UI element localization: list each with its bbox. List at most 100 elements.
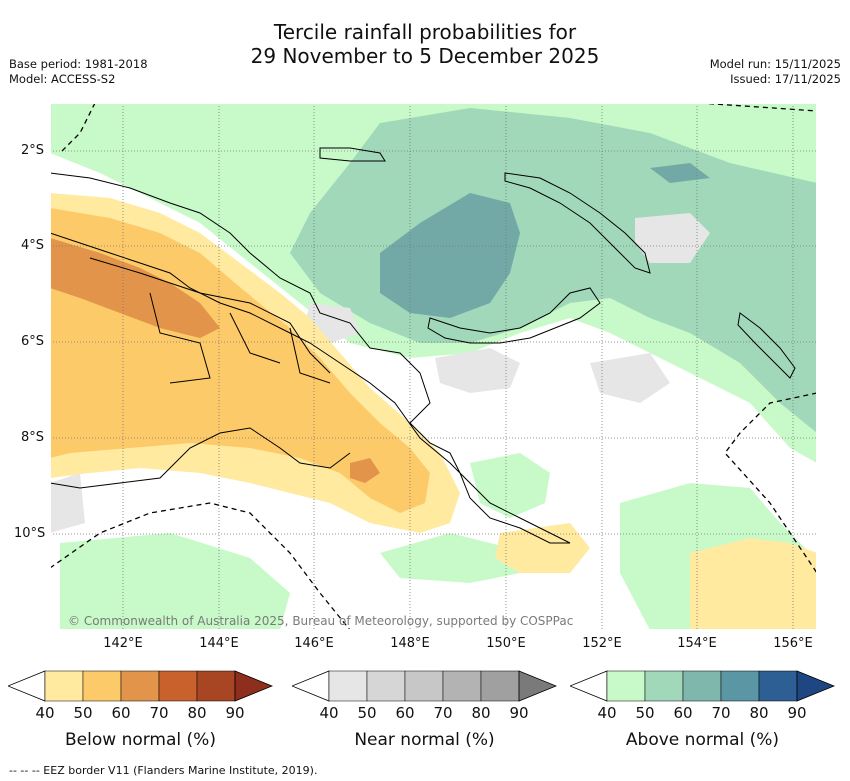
- lat-label-2s: 2°S: [20, 143, 44, 158]
- above-swatch-80-90: [758, 670, 798, 702]
- lat-label-6s: 6°S: [20, 334, 44, 349]
- png-south-coast: [50, 427, 351, 489]
- below-normal-title: Below normal (%): [65, 730, 216, 750]
- lon-label-152e: 152°E: [582, 636, 622, 651]
- colorbar-near-normal: 40 50 60 70 80 90 Near normal (%): [290, 670, 558, 750]
- near-swatch-60-70: [404, 670, 444, 702]
- near-tick-60: 60: [395, 704, 415, 722]
- below-tick-60: 60: [111, 704, 131, 722]
- below-swatch-50-60: [82, 670, 122, 702]
- gridlines: [50, 103, 817, 630]
- eez-ne: [699, 103, 817, 112]
- model-run: Model run: 15/11/2025: [709, 57, 841, 71]
- below-50-far-se: [690, 538, 817, 630]
- below-70-core: [50, 238, 220, 338]
- near-swatch-80-90: [480, 670, 520, 702]
- above-swatch-70-80: [720, 670, 760, 702]
- below-swatch-80-90: [196, 670, 236, 702]
- above-tick-40: 40: [597, 704, 617, 722]
- near-swatch-40-50: [328, 670, 368, 702]
- below-tick-90: 90: [225, 704, 245, 722]
- model-name: Model: ACCESS-S2: [9, 72, 116, 86]
- lat-label-10s: 10°S: [14, 526, 46, 541]
- map-frame: [50, 103, 817, 630]
- above-tick-60: 60: [673, 704, 693, 722]
- colorbar-below-normal: 40 50 60 70 80 90 Below normal (%): [6, 670, 274, 750]
- above-60-north: [290, 108, 817, 433]
- base-period: Base period: 1981-2018: [9, 57, 148, 71]
- map-title: Tercile rainfall probabilities for 29 No…: [0, 20, 850, 68]
- coastlines: [50, 147, 796, 544]
- colorbar-above-normal: 40 50 60 70 80 90 Above normal (%): [568, 670, 836, 750]
- eez-footnote: -- -- -- EEZ border V11 (Flanders Marine…: [9, 764, 318, 777]
- above-50-center: [470, 453, 550, 518]
- lat-label-4s: 4°S: [20, 238, 44, 253]
- lon-label-142e: 142°E: [103, 636, 143, 651]
- above-normal-regions: [50, 103, 817, 630]
- admiralty-islands: [319, 147, 386, 162]
- near-50-e: [50, 473, 85, 533]
- lon-label-146e: 146°E: [294, 636, 334, 651]
- issued-date: Issued: 17/11/2025: [730, 72, 841, 86]
- below-swatch-under: [6, 670, 46, 702]
- near-tick-50: 50: [357, 704, 377, 722]
- above-70-core: [380, 193, 520, 318]
- lon-label-156e: 156°E: [773, 636, 813, 651]
- colorbar-near-swatches: [290, 670, 558, 702]
- below-tick-50: 50: [73, 704, 93, 722]
- near-swatch-70-80: [442, 670, 482, 702]
- title-line-1: Tercile rainfall probabilities for: [273, 20, 577, 44]
- above-swatch-40-50: [606, 670, 646, 702]
- near-50-c: [590, 353, 670, 403]
- above-swatch-60-70: [682, 670, 722, 702]
- above-50-s: [380, 533, 520, 583]
- bougainville-coast: [737, 312, 796, 379]
- below-tick-80: 80: [187, 704, 207, 722]
- eez-south: [50, 502, 351, 630]
- near-normal-regions: [50, 213, 710, 533]
- below-70-small: [350, 458, 380, 483]
- title-line-2: 29 November to 5 December 2025: [250, 44, 600, 68]
- eez-north: [59, 103, 96, 154]
- near-50-a: [635, 213, 710, 263]
- above-swatch-over: [796, 670, 836, 702]
- below-tick-70: 70: [149, 704, 169, 722]
- near-tick-70: 70: [433, 704, 453, 722]
- above-tick-90: 90: [787, 704, 807, 722]
- eez-borders: [50, 103, 817, 630]
- above-swatch-under: [568, 670, 608, 702]
- below-swatch-over: [234, 670, 274, 702]
- near-tick-80: 80: [471, 704, 491, 722]
- png-mainland-coast: [50, 172, 571, 544]
- eez-east: [724, 392, 817, 574]
- near-normal-title: Near normal (%): [354, 730, 495, 750]
- rainfall-map: [50, 103, 817, 630]
- meta-right: Model run: 15/11/2025 Issued: 17/11/2025: [710, 57, 841, 87]
- meta-left: Base period: 1981-2018 Model: ACCESS-S2: [9, 57, 148, 87]
- lon-label-150e: 150°E: [486, 636, 526, 651]
- lon-label-148e: 148°E: [390, 636, 430, 651]
- colorbar-above-swatches: [568, 670, 836, 702]
- near-swatch-under: [290, 670, 330, 702]
- below-50-se: [495, 523, 590, 573]
- new-ireland-coast: [504, 172, 651, 274]
- above-swatch-50-60: [644, 670, 684, 702]
- copyright-credit: © Commonwealth of Australia 2025, Bureau…: [68, 614, 574, 628]
- lat-label-8s: 8°S: [20, 430, 44, 445]
- province-borders: [89, 257, 331, 384]
- below-swatch-40-50: [44, 670, 84, 702]
- near-tick-90: 90: [509, 704, 529, 722]
- near-tick-40: 40: [319, 704, 339, 722]
- colorbar-below-swatches: [6, 670, 274, 702]
- above-tick-70: 70: [711, 704, 731, 722]
- above-normal-title: Above normal (%): [625, 730, 780, 750]
- new-britain-coast: [427, 287, 601, 344]
- near-swatch-over: [518, 670, 558, 702]
- above-tick-80: 80: [749, 704, 769, 722]
- above-tick-50: 50: [635, 704, 655, 722]
- below-swatch-60-70: [120, 670, 160, 702]
- below-swatch-70-80: [158, 670, 198, 702]
- near-50-b: [435, 348, 520, 393]
- near-swatch-50-60: [366, 670, 406, 702]
- below-tick-40: 40: [35, 704, 55, 722]
